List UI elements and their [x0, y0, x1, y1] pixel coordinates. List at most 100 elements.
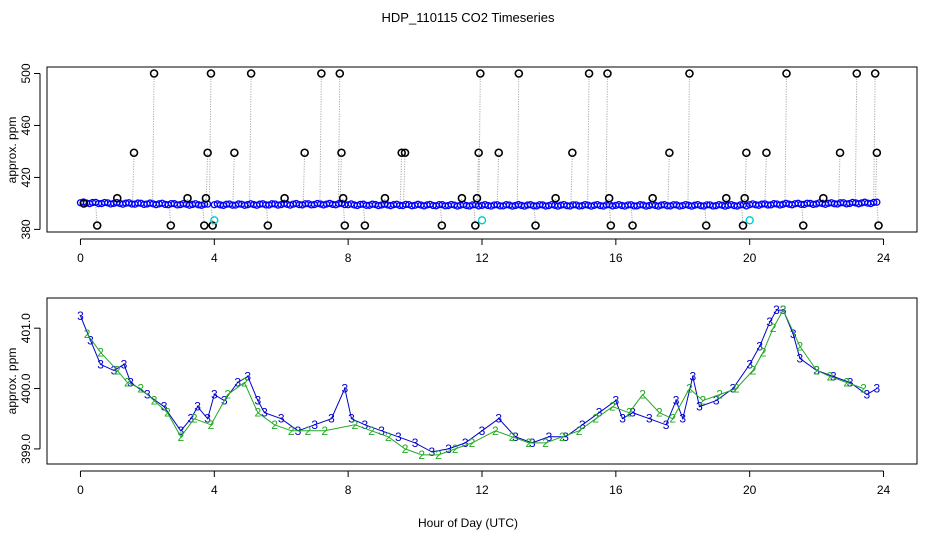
- outlier-point: [79, 199, 89, 208]
- bottom-x-tick-label: 16: [609, 483, 623, 497]
- top-y-tick-label: 460: [19, 115, 33, 135]
- outlier-point: [603, 69, 612, 78]
- outlier-point: [584, 69, 594, 78]
- series-marker-2: 2: [750, 363, 757, 377]
- outlier-guide: [362, 204, 366, 226]
- series-marker-3: 3: [512, 430, 519, 444]
- top-x-tick-label: 16: [609, 251, 623, 265]
- series-marker-3: 3: [730, 382, 737, 396]
- top-x-tick-label: 8: [345, 251, 352, 265]
- series-marker-3: 3: [773, 303, 780, 317]
- series-marker-3: 3: [244, 369, 251, 383]
- series-marker-3: 3: [412, 436, 419, 450]
- series-marker-3: 3: [689, 369, 696, 383]
- series-marker-3: 3: [462, 436, 469, 450]
- top-panel: approx. ppm 0 4 8 12 16 20 24 380 420 460 500: [5, 63, 918, 265]
- series-marker-3: 3: [211, 388, 218, 402]
- series-marker-3: 3: [613, 394, 620, 408]
- outlier-guide: [210, 204, 214, 226]
- outlier-point: [166, 221, 176, 230]
- outlier-point: [149, 69, 159, 78]
- series-line-3: [80, 309, 878, 453]
- outlier-point: [380, 193, 390, 203]
- outlier-guide: [838, 152, 841, 205]
- outlier-point: [129, 148, 139, 158]
- series-marker-3: 3: [790, 327, 797, 341]
- series-marker-2: 2: [452, 442, 459, 456]
- series-marker-2: 2: [288, 424, 295, 438]
- series-marker-3: 3: [341, 382, 348, 396]
- series-marker-2: 2: [860, 382, 867, 396]
- series-marker-2: 2: [780, 303, 787, 317]
- outlier-point: [568, 148, 577, 158]
- baseline-point: [873, 198, 881, 206]
- bottom-y-tick-label: 401.0: [19, 313, 33, 343]
- outlier-point: [472, 193, 482, 203]
- outlier-guide: [95, 204, 98, 226]
- top-baseline-series: [76, 198, 881, 210]
- baseline-point: [870, 198, 878, 207]
- outlier-point: [199, 221, 209, 230]
- outlier-point: [665, 148, 674, 158]
- outlier-point: [740, 193, 749, 203]
- outlier-point: [852, 69, 862, 78]
- bottom-x-tick-label: 12: [475, 483, 489, 497]
- series-marker-2: 2: [151, 394, 158, 408]
- series-marker-3: 3: [445, 442, 452, 456]
- cyan-point: [210, 216, 219, 225]
- series-marker-3: 3: [161, 400, 168, 414]
- series-marker-3: 3: [797, 351, 804, 365]
- series-marker-3: 3: [495, 412, 502, 426]
- series-marker-3: 3: [756, 339, 763, 353]
- series-marker-2: 2: [760, 345, 767, 359]
- series-marker-3: 3: [646, 412, 653, 426]
- series-marker-3: 3: [111, 363, 118, 377]
- outlier-point: [738, 221, 748, 230]
- bottom-plot-frame: [46, 297, 918, 465]
- series-marker-3: 3: [619, 412, 626, 426]
- outlier-point: [494, 148, 504, 158]
- outlier-guide: [399, 152, 403, 205]
- outlier-guide: [496, 152, 500, 205]
- series-marker-2: 2: [191, 412, 198, 426]
- series-marker-2: 2: [656, 406, 663, 420]
- series-marker-3: 3: [673, 394, 680, 408]
- outlier-guide: [478, 73, 481, 205]
- series-marker-2: 2: [700, 394, 707, 408]
- series-marker-2: 2: [368, 424, 375, 438]
- series-marker-3: 3: [127, 376, 134, 390]
- outlier-point: [437, 221, 447, 230]
- series-marker-2: 2: [770, 321, 777, 335]
- outlier-guide: [319, 73, 322, 205]
- outlier-guide: [208, 73, 212, 205]
- series-marker-3: 3: [847, 376, 854, 390]
- outlier-guide: [516, 73, 520, 205]
- series-marker-3: 3: [97, 357, 104, 371]
- outlier-point: [360, 221, 370, 230]
- top-x-tick-label: 20: [743, 251, 757, 265]
- series-marker-2: 2: [321, 424, 328, 438]
- outlier-point: [206, 69, 216, 78]
- bottom-x-axis: 0 4 8 12 16 20 24: [77, 470, 891, 497]
- outlier-guide: [132, 152, 135, 205]
- series-marker-3: 3: [378, 424, 385, 438]
- series-marker-3: 3: [713, 394, 720, 408]
- series-marker-2: 2: [178, 430, 185, 444]
- outlier-guide: [667, 152, 670, 205]
- top-outlier-series: [79, 69, 883, 230]
- series-marker-2: 2: [669, 412, 676, 426]
- series-marker-3: 3: [546, 430, 553, 444]
- outlier-point: [742, 148, 751, 158]
- bottom-x-tick-label: 8: [345, 483, 352, 497]
- series-marker-2: 2: [224, 388, 231, 402]
- series-marker-2: 2: [716, 388, 723, 402]
- top-y-axis-label: approx. ppm: [5, 117, 19, 184]
- outlier-guide: [342, 204, 346, 226]
- outlier-guide: [704, 204, 707, 226]
- outlier-point: [819, 193, 828, 203]
- series-marker-3: 3: [87, 333, 94, 347]
- bottom-y-axis: 399.0 400.0 401.0: [19, 313, 41, 464]
